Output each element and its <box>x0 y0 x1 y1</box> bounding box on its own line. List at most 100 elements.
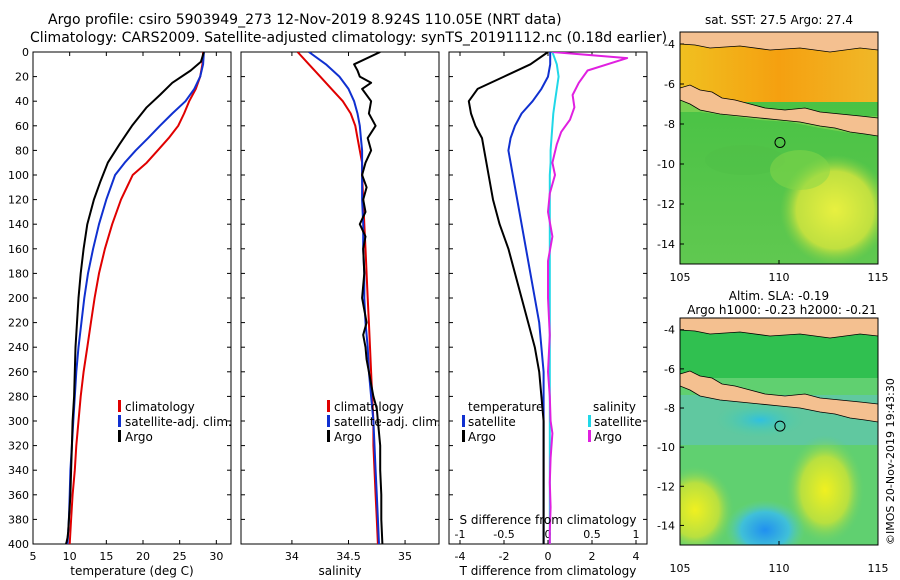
temperature-xlabel: temperature (deg C) <box>70 564 193 578</box>
difference-xlabel: T difference from climatology <box>459 564 637 578</box>
legend-swatch-climatology <box>327 400 330 412</box>
salinity-legend: climatology satellite-adj. clim. Argo <box>327 400 441 444</box>
difference-x-axis: -4 -2 0 2 4 <box>455 52 640 563</box>
x-tick-label: 115 <box>868 562 889 575</box>
y-tick-label: 80 <box>15 144 29 157</box>
y-tick-label: 100 <box>8 169 29 182</box>
legend-label-climatology: climatology <box>334 400 404 414</box>
difference-lines <box>467 52 629 544</box>
salinity-xlabel: salinity <box>318 564 361 578</box>
legend-label-satellite: satellite <box>468 415 516 429</box>
temperature-lines <box>65 52 205 544</box>
timestamp: ©IMOS 20-Nov-2019 19:43:30 <box>884 378 897 545</box>
series-line-salinity-satellite <box>548 52 560 544</box>
difference-temperature-legend: temperature satellite Argo <box>462 400 543 444</box>
legend-label-sal-argo: Argo <box>594 430 622 444</box>
salinity-lines <box>296 52 384 544</box>
y-tick-label: 360 <box>8 489 29 502</box>
legend-label-argo: Argo <box>468 430 496 444</box>
series-line-temperature-argo <box>467 52 549 544</box>
y-tick-label: 20 <box>15 71 29 84</box>
sla-map-image <box>680 318 878 545</box>
x-tick-label: 110 <box>769 271 790 284</box>
x-tick-label: 30 <box>209 550 223 563</box>
x-tick-label: 105 <box>670 562 691 575</box>
salinity-difference-label: S difference from climatology <box>460 513 637 527</box>
legend-swatch-satellite <box>327 415 330 427</box>
x-tick-label: 110 <box>769 562 790 575</box>
y-tick-label: 340 <box>8 464 29 477</box>
top-x-tick-label: -1 <box>455 528 466 541</box>
top-x-tick-label: 0.5 <box>583 528 601 541</box>
y-tick-label: -6 <box>664 363 675 376</box>
y-tick-label: -8 <box>664 402 675 415</box>
depth-y-axis: 0 20 40 60 80 100 120 140 160 180 200 220 240 260 280 3… <box>8 46 231 551</box>
y-tick-label: -14 <box>657 519 675 532</box>
y-tick-label: -14 <box>657 238 675 251</box>
y-tick-label: 160 <box>8 243 29 256</box>
sla-map-axes: 105 110 115 -4 -6 -8 -10 -12 -14 <box>657 324 888 575</box>
difference-salinity-legend: salinity satellite Argo <box>588 400 642 444</box>
difference-panel: -4 -2 0 2 4 -1 -0.5 0 0.5 1 T difference from cl… <box>448 51 648 578</box>
series-line-climatology <box>68 52 205 544</box>
x-tick-label: 105 <box>670 271 691 284</box>
x-tick-label: 2 <box>589 550 596 563</box>
x-tick-label: 20 <box>136 550 150 563</box>
y-tick-label: 140 <box>8 218 29 231</box>
x-tick-label: 5 <box>30 550 37 563</box>
y-tick-label: 0 <box>22 46 29 59</box>
legend-label-satellite: satellite-adj. clim. <box>125 415 232 429</box>
y-tick-label: 220 <box>8 317 29 330</box>
title-line-1: Argo profile: csiro 5903949_273 12-Nov-2… <box>48 12 562 28</box>
legend-swatch-argo <box>118 430 121 442</box>
sla-map-title-2: Argo h1000: -0.23 h2000: -0.21 <box>687 303 877 317</box>
series-line-argo <box>65 52 205 544</box>
series-line-climatology <box>296 52 379 544</box>
legend-swatch-climatology <box>118 400 121 412</box>
salinity-y-ticks <box>241 51 439 545</box>
y-tick-label: -4 <box>664 38 675 51</box>
legend-header-salinity: salinity <box>593 400 636 414</box>
sla-map-title-1: Altim. SLA: -0.19 <box>729 289 829 303</box>
y-tick-label: -12 <box>657 198 675 211</box>
y-tick-label: -10 <box>657 158 675 171</box>
x-tick-label: 25 <box>173 550 187 563</box>
salinity-axes-frame <box>240 51 440 545</box>
y-tick-label: -6 <box>664 78 675 91</box>
salinity-x-axis: 34 34.5 35 <box>285 52 412 563</box>
x-tick-label: 15 <box>99 550 113 563</box>
y-tick-label: 320 <box>8 440 29 453</box>
y-tick-label: 240 <box>8 341 29 354</box>
sla-map-panel: Altim. SLA: -0.19 Argo h1000: -0.23 h200… <box>657 289 888 575</box>
legend-label-argo: Argo <box>334 430 362 444</box>
legend-label-satellite: satellite-adj. clim. <box>334 415 441 429</box>
temperature-legend: climatology satellite-adj. clim. Argo <box>118 400 232 444</box>
y-tick-label: -12 <box>657 480 675 493</box>
y-tick-label: -10 <box>657 441 675 454</box>
sst-map-panel: sat. SST: 27.5 Argo: 27.4 105 110 115 -4 -6 -… <box>657 13 888 284</box>
difference-y-ticks <box>449 51 647 545</box>
y-tick-label: 180 <box>8 267 29 280</box>
series-line-salinity-argo <box>547 52 629 544</box>
legend-swatch-satellite <box>118 415 121 427</box>
legend-swatch-argo <box>327 430 330 442</box>
title-line-2: Climatology: CARS2009. Satellite-adjuste… <box>30 30 667 46</box>
x-tick-label: -2 <box>499 550 510 563</box>
temperature-panel: 0 20 40 60 80 100 120 140 160 180 200 220 240 260 280 3… <box>8 46 232 578</box>
y-tick-label: 380 <box>8 513 29 526</box>
legend-label-climatology: climatology <box>125 400 195 414</box>
legend-swatch-sal-argo <box>588 430 591 442</box>
temperature-x-axis: 5 10 15 20 25 30 <box>30 52 223 563</box>
legend-swatch-sal-satellite <box>588 415 591 427</box>
legend-label-argo: Argo <box>125 430 153 444</box>
sst-map-title: sat. SST: 27.5 Argo: 27.4 <box>705 13 853 27</box>
x-tick-label: 4 <box>633 550 640 563</box>
y-tick-label: 200 <box>8 292 29 305</box>
sst-map-axes: 105 110 115 -4 -6 -8 -10 -12 -14 <box>657 38 888 284</box>
top-x-tick-label: 1 <box>633 528 640 541</box>
y-tick-label: 300 <box>8 415 29 428</box>
x-tick-label: 0 <box>545 550 552 563</box>
legend-label-sal-satellite: satellite <box>594 415 642 429</box>
y-tick-label: -8 <box>664 118 675 131</box>
